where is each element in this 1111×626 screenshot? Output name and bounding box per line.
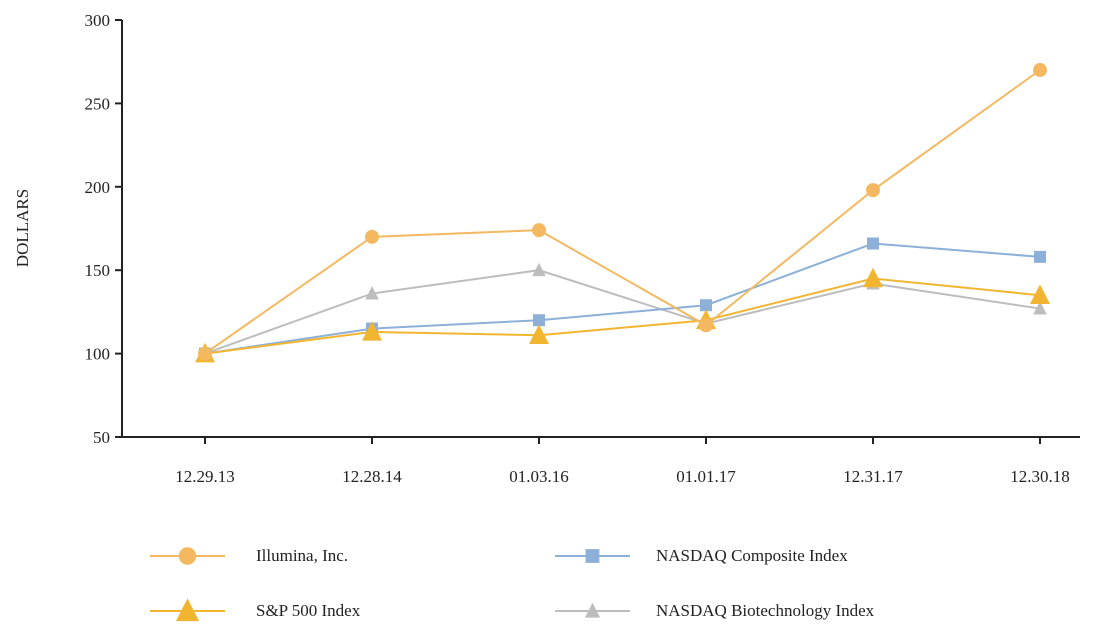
y-axis: 50 100 150 200 250 300 [85, 11, 123, 447]
data-point [365, 229, 379, 244]
x-tick-label: 12.30.18 [1010, 467, 1070, 486]
data-point [365, 286, 379, 300]
data-point [1033, 301, 1047, 315]
legend-swatch-marker [584, 602, 601, 618]
data-point [1034, 250, 1046, 263]
series-1 [199, 237, 1046, 360]
data-point [362, 321, 382, 341]
data-point [1033, 63, 1047, 78]
data-point [699, 318, 713, 333]
series-0 [198, 63, 1047, 361]
legend-markers [150, 547, 630, 622]
data-point [1030, 284, 1050, 304]
legend-swatch-marker [175, 598, 200, 622]
series-2 [195, 267, 1050, 363]
x-tick-label: 12.28.14 [342, 467, 402, 486]
x-tick-label: 01.03.16 [509, 467, 569, 486]
series-line [204, 269, 1041, 355]
data-point [198, 346, 212, 361]
y-tick-label: 150 [85, 261, 111, 280]
data-point [867, 237, 879, 250]
x-tick-label: 12.31.17 [843, 467, 903, 486]
series-line [204, 69, 1041, 355]
y-axis-label: DOLLARS [13, 189, 32, 267]
series-line [204, 242, 1041, 355]
x-tick-label: 01.01.17 [676, 467, 736, 486]
y-tick-label: 300 [85, 11, 111, 30]
data-point [532, 223, 546, 238]
series-layer [195, 63, 1050, 363]
x-tick-label: 12.29.13 [175, 467, 235, 486]
legend-swatch-marker [585, 549, 600, 563]
data-point [532, 262, 546, 277]
data-point [866, 183, 880, 198]
y-tick-label: 50 [93, 428, 110, 447]
y-tick-label: 250 [85, 94, 111, 113]
y-tick-label: 100 [85, 345, 111, 364]
legend-swatch-marker [178, 547, 197, 565]
data-point [863, 267, 883, 288]
data-point [700, 299, 712, 312]
data-point [529, 324, 549, 345]
y-tick-label: 200 [85, 178, 111, 197]
data-point [533, 314, 545, 327]
x-axis: 12.29.13 12.28.14 01.03.16 01.01.17 12.31.17… [122, 436, 1080, 486]
series-line [204, 277, 1041, 355]
